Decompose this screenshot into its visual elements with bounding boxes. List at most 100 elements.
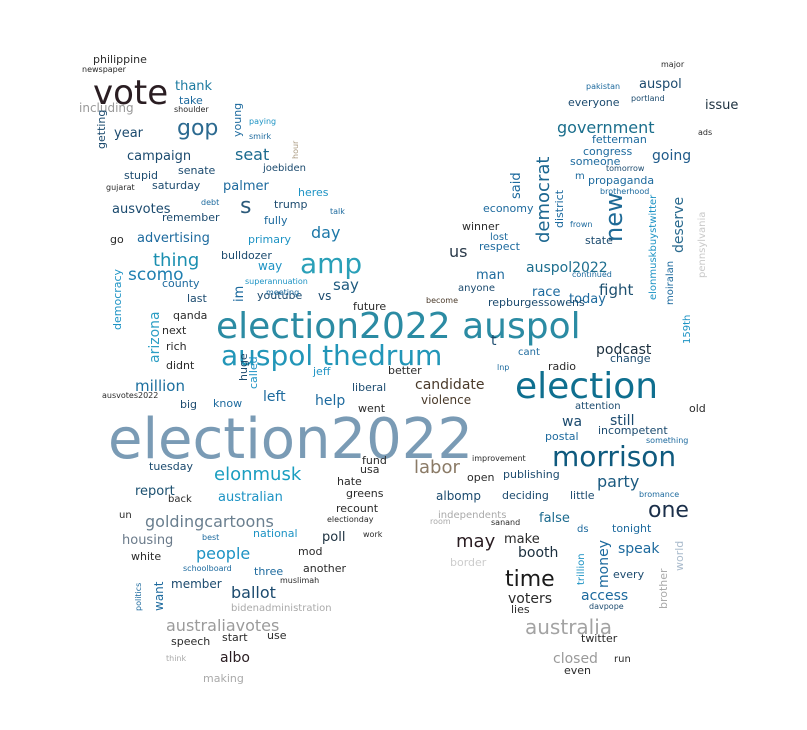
word: rich bbox=[166, 340, 187, 353]
word: respect bbox=[479, 240, 521, 253]
word: goldingcartoons bbox=[145, 512, 274, 531]
word: auspol bbox=[639, 77, 682, 92]
word: winner bbox=[462, 220, 500, 233]
word: democrat bbox=[533, 157, 554, 243]
word: new bbox=[600, 192, 628, 242]
word: radio bbox=[548, 360, 576, 373]
word: australian bbox=[218, 490, 283, 505]
word: advertising bbox=[137, 231, 210, 246]
word: poll bbox=[322, 530, 345, 545]
word: qanda bbox=[173, 309, 207, 322]
word: little bbox=[570, 489, 595, 502]
word: podcast bbox=[596, 342, 652, 358]
word: room bbox=[430, 517, 451, 526]
word: thank bbox=[175, 79, 213, 94]
word: mod bbox=[298, 545, 322, 558]
word: help bbox=[315, 393, 345, 409]
word: violence bbox=[421, 393, 471, 407]
word: campaign bbox=[127, 149, 191, 164]
word: housing bbox=[122, 533, 173, 548]
word: fund bbox=[362, 454, 387, 467]
word: smirk bbox=[249, 132, 271, 141]
word: even bbox=[564, 664, 591, 677]
word: talk bbox=[330, 207, 345, 216]
word: people bbox=[196, 544, 250, 563]
word: remember bbox=[162, 211, 220, 224]
word: something bbox=[646, 436, 688, 445]
word: brother bbox=[657, 568, 670, 609]
word: state bbox=[585, 234, 613, 247]
word: think bbox=[166, 654, 187, 663]
word: tonight bbox=[612, 522, 652, 535]
word: attention bbox=[575, 401, 621, 412]
word: superannuation bbox=[245, 277, 308, 286]
word: amp bbox=[300, 247, 362, 280]
word: elonmusk bbox=[214, 464, 302, 485]
word: bromance bbox=[639, 490, 679, 499]
word: including bbox=[79, 101, 134, 115]
word: deserve bbox=[671, 197, 687, 253]
word: un bbox=[119, 510, 132, 521]
word: issue bbox=[705, 98, 738, 113]
word: gop bbox=[177, 116, 218, 141]
word: take bbox=[179, 94, 203, 107]
word: postal bbox=[545, 430, 579, 443]
word: next bbox=[162, 324, 187, 337]
word: national bbox=[253, 527, 298, 540]
word: change bbox=[610, 352, 651, 365]
word: speak bbox=[618, 541, 660, 557]
word: access bbox=[581, 588, 628, 604]
word: start bbox=[222, 631, 248, 644]
word: voters bbox=[508, 591, 552, 607]
word: fetterman bbox=[592, 133, 647, 146]
word: know bbox=[213, 397, 242, 410]
word: district bbox=[553, 189, 566, 228]
word: closed bbox=[553, 651, 598, 667]
word: shoulder bbox=[174, 105, 209, 114]
word: elonmuskbuystwitter bbox=[648, 194, 659, 300]
word: may bbox=[456, 531, 496, 552]
word: man bbox=[476, 268, 505, 283]
word: jeff bbox=[312, 365, 331, 378]
word: tomorrow bbox=[606, 164, 645, 173]
word: way bbox=[258, 259, 282, 273]
word: t bbox=[491, 333, 497, 349]
word: heres bbox=[298, 186, 329, 199]
word: youtube bbox=[257, 289, 302, 302]
word: say bbox=[333, 276, 359, 294]
word: vote bbox=[93, 73, 168, 113]
word: fully bbox=[264, 214, 288, 227]
word: world bbox=[673, 541, 686, 571]
word: another bbox=[303, 562, 346, 575]
word: scomo bbox=[128, 265, 184, 285]
word: liberal bbox=[352, 381, 386, 394]
word: twitter bbox=[581, 632, 618, 645]
word: meeting bbox=[266, 288, 299, 297]
word: trillion bbox=[576, 553, 587, 585]
word: election bbox=[515, 366, 658, 407]
word: deciding bbox=[502, 489, 549, 502]
word: major bbox=[661, 60, 685, 69]
word: pakistan bbox=[586, 82, 620, 91]
word: race bbox=[532, 285, 560, 300]
word: paying bbox=[249, 117, 276, 126]
word: lies bbox=[511, 603, 530, 616]
word: candidate bbox=[415, 377, 485, 393]
word: electionday bbox=[327, 515, 374, 524]
word: called bbox=[247, 356, 260, 389]
word: someone bbox=[570, 155, 621, 168]
word: one bbox=[648, 498, 689, 523]
word: australia bbox=[525, 615, 612, 639]
word: congress bbox=[583, 145, 633, 158]
word: improvement bbox=[472, 454, 526, 463]
word: davpope bbox=[589, 602, 624, 611]
word: didnt bbox=[166, 359, 195, 372]
word: run bbox=[614, 654, 631, 665]
word: ads bbox=[698, 128, 712, 137]
word: recount bbox=[336, 502, 379, 515]
word: stupid bbox=[124, 169, 158, 182]
word: make bbox=[504, 532, 540, 547]
word: gujarat bbox=[106, 183, 135, 192]
word: philippine bbox=[93, 53, 147, 66]
word: report bbox=[135, 484, 175, 499]
